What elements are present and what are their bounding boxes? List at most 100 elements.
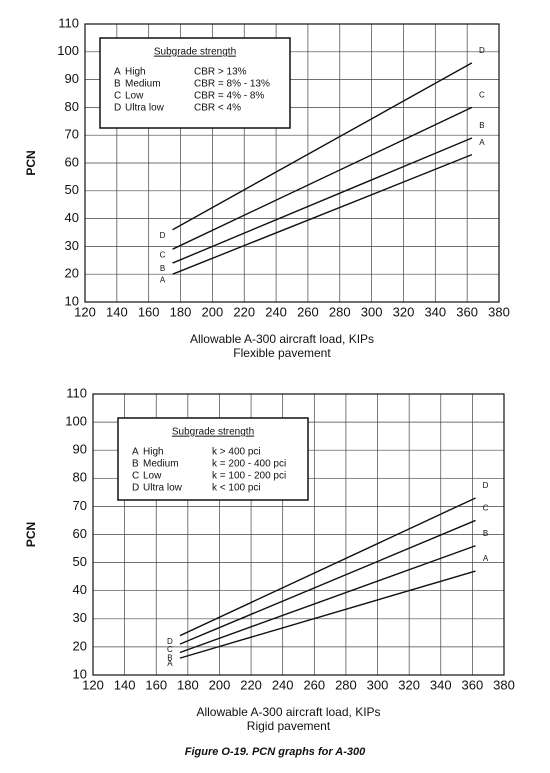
series-line	[172, 137, 473, 264]
x-tick-label: 140	[114, 677, 136, 692]
y-tick-label: 40	[65, 210, 79, 225]
x-tick-label: 220	[233, 304, 255, 319]
legend-box	[99, 37, 291, 129]
y-tick-label: 110	[66, 385, 87, 400]
x-tick-label: 120	[74, 304, 96, 319]
legend-criterion: k = 100 - 200 pci	[212, 471, 286, 482]
series-end-label: D	[479, 46, 485, 55]
legend-criterion: CBR = 8% - 13%	[194, 79, 270, 90]
y-tick-label: 80	[73, 470, 87, 485]
legend-title: Subgrade strength	[172, 427, 254, 438]
x-tick-label: 300	[367, 677, 389, 692]
series-line	[172, 106, 473, 250]
y-tick-label: 70	[73, 498, 87, 513]
x-tick-label: 180	[170, 304, 192, 319]
x-tick-label: 340	[430, 677, 452, 692]
plot-border	[84, 23, 500, 303]
legend-criterion: CBR < 4%	[194, 103, 241, 114]
series-line	[179, 519, 476, 645]
x-tick-label: 120	[82, 677, 104, 692]
y-tick-label: 80	[65, 99, 79, 114]
series-end-label: A	[479, 138, 485, 147]
legend-criterion: CBR = 4% - 8%	[194, 91, 264, 102]
series-end-label: C	[483, 504, 489, 513]
x-axis-label: Allowable A-300 aircraft load, KIPs	[196, 705, 380, 719]
legend-description: High	[125, 67, 146, 78]
series-line	[179, 545, 476, 654]
y-tick-label: 10	[65, 293, 79, 308]
series-start-label: A	[160, 275, 166, 284]
y-tick-label: 60	[65, 154, 79, 169]
x-tick-label: 300	[361, 304, 383, 319]
plot-border	[92, 393, 505, 676]
series-line	[172, 62, 473, 231]
x-tick-label: 360	[462, 677, 484, 692]
x-tick-label: 320	[393, 304, 415, 319]
legend-key: D	[132, 483, 139, 494]
legend-key: D	[114, 103, 121, 114]
y-tick-label: 90	[73, 442, 87, 457]
x-tick-label: 160	[145, 677, 167, 692]
legend-criterion: k = 200 - 400 pci	[212, 459, 286, 470]
y-tick-label: 30	[73, 610, 87, 625]
series-end-label: B	[483, 529, 488, 538]
y-tick-label: 70	[65, 127, 79, 142]
y-tick-label: 90	[65, 71, 79, 86]
figure-caption: Figure O-19. PCN graphs for A-300	[185, 746, 366, 758]
x-tick-label: 380	[488, 304, 510, 319]
series-end-label: A	[483, 554, 489, 563]
legend-description: Low	[125, 91, 144, 102]
x-tick-label: 280	[335, 677, 357, 692]
x-tick-label: 340	[424, 304, 446, 319]
series-start-label: C	[167, 645, 173, 654]
y-tick-label: 20	[65, 266, 79, 281]
x-tick-label: 240	[265, 304, 287, 319]
x-tick-label: 380	[493, 677, 515, 692]
x-axis-label: Allowable A-300 aircraft load, KIPs	[190, 332, 374, 346]
legend-key: A	[132, 447, 139, 458]
legend-key: C	[132, 471, 139, 482]
series-start-label: B	[160, 264, 165, 273]
y-tick-label: 10	[73, 666, 87, 681]
y-axis-label: PCN	[24, 522, 38, 547]
legend-description: Ultra low	[125, 103, 165, 114]
legend-description: Medium	[143, 459, 179, 470]
series-start-label: D	[160, 231, 166, 240]
x-tick-label: 200	[209, 677, 231, 692]
y-tick-label: 60	[73, 526, 87, 541]
series-end-label: C	[479, 91, 485, 100]
x-tick-label: 220	[240, 677, 262, 692]
y-tick-label: 100	[65, 414, 87, 429]
series-end-label: B	[479, 121, 484, 130]
legend-key: C	[114, 91, 121, 102]
series-line	[179, 497, 476, 637]
legend-key: B	[114, 79, 121, 90]
x-tick-label: 260	[303, 677, 325, 692]
legend-criterion: k > 400 pci	[212, 447, 261, 458]
x-tick-label: 200	[202, 304, 224, 319]
x-tick-label: 160	[138, 304, 160, 319]
series-start-label: C	[160, 250, 166, 259]
series-start-label: D	[167, 637, 173, 646]
chart-subtitle: Flexible pavement	[233, 346, 331, 360]
y-tick-label: 30	[65, 238, 79, 253]
y-tick-label: 100	[57, 43, 79, 58]
x-tick-label: 360	[456, 304, 478, 319]
y-tick-label: 50	[73, 554, 87, 569]
x-tick-label: 140	[106, 304, 128, 319]
legend-title: Subgrade strength	[154, 47, 236, 58]
y-tick-label: 50	[65, 182, 79, 197]
legend-box	[117, 417, 309, 501]
series-start-label: B	[167, 654, 172, 663]
y-tick-label: 20	[73, 638, 87, 653]
x-tick-label: 260	[297, 304, 319, 319]
x-tick-label: 320	[398, 677, 420, 692]
series-start-label: A	[167, 659, 173, 668]
series-line	[172, 154, 473, 275]
legend-key: A	[114, 67, 121, 78]
legend-criterion: CBR > 13%	[194, 67, 247, 78]
legend-description: High	[143, 447, 164, 458]
series-end-label: D	[483, 481, 489, 490]
